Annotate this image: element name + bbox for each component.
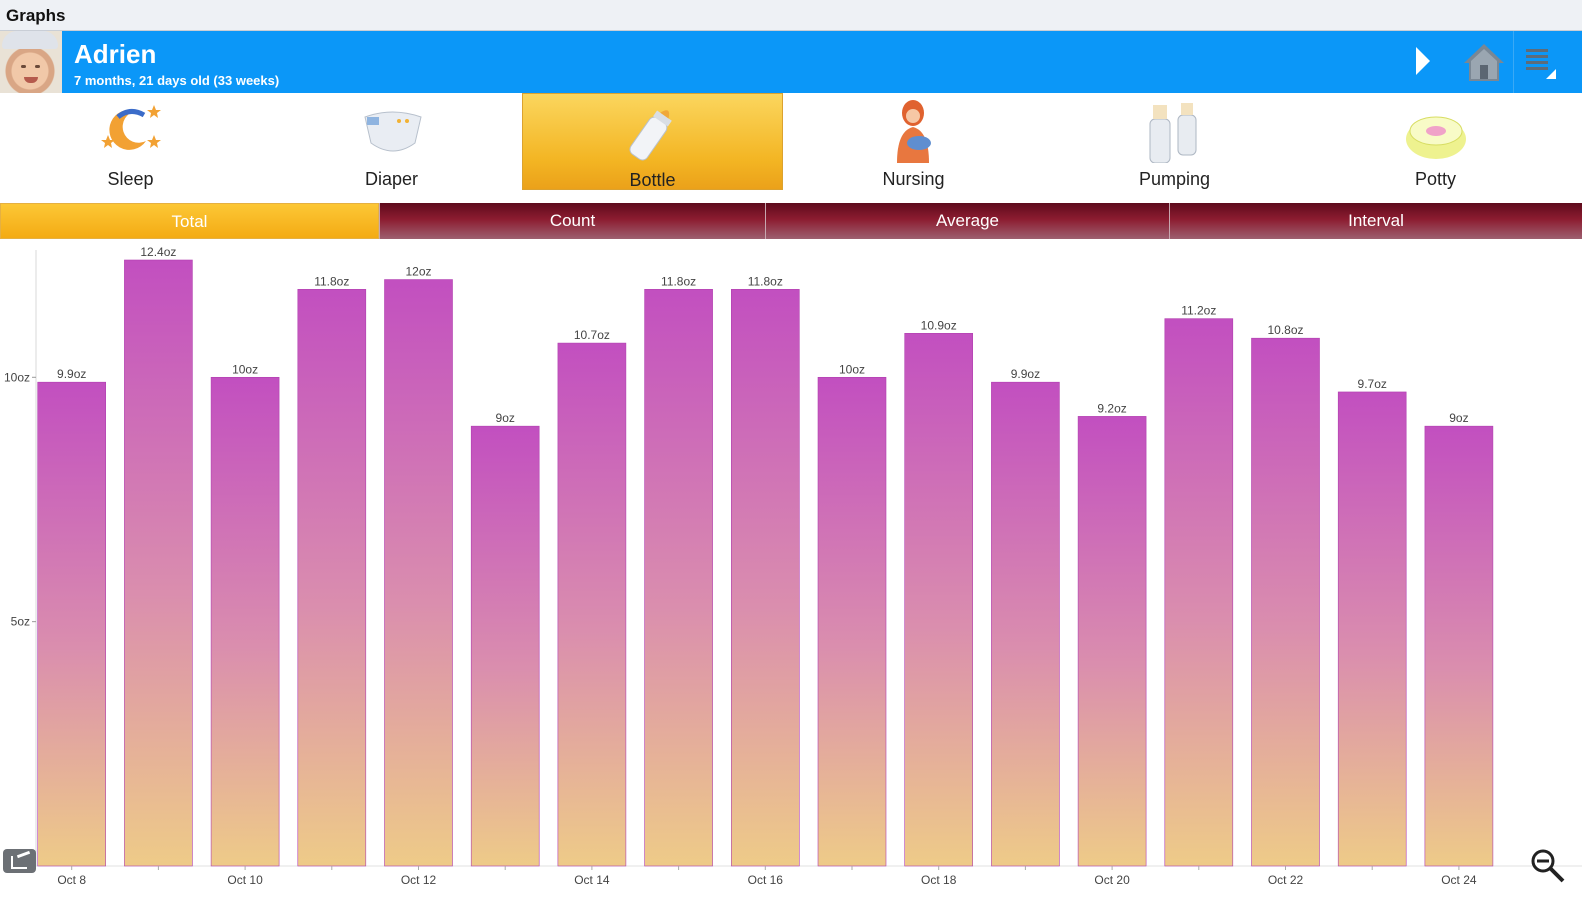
bar-value-label: 10.8oz — [1267, 323, 1303, 337]
bar — [1164, 318, 1234, 867]
bar-value-label: 9.2oz — [1097, 401, 1126, 415]
bar-value-label: 12oz — [405, 265, 431, 279]
bar-value-label: 9.9oz — [57, 367, 86, 381]
potty-icon — [1405, 116, 1466, 159]
bar — [817, 376, 887, 867]
bar-value-label: 10oz — [232, 362, 258, 376]
category-label: Pumping — [1138, 169, 1211, 189]
x-tick-label: Oct 10 — [227, 873, 263, 887]
x-tick-label: Oct 14 — [574, 873, 610, 887]
bar — [124, 259, 193, 867]
category-label: Nursing — [882, 169, 945, 189]
bar — [210, 376, 280, 867]
child-age: 7 months, 21 days old (33 weeks) — [74, 73, 280, 88]
category-bar: Sleep Diaper Bottle Nursing — [0, 93, 1582, 191]
pump-bottles-icon — [1149, 103, 1196, 163]
category-potty[interactable]: Potty — [1305, 93, 1566, 190]
bar — [1251, 337, 1320, 867]
category-sleep[interactable]: Sleep — [0, 93, 261, 190]
bar-value-label: 11.8oz — [661, 274, 696, 288]
bottle-icon — [628, 110, 672, 161]
category-nursing[interactable]: Nursing — [783, 93, 1044, 190]
bottle-total-chart: 10.8oz 9.9oz 12.4oz 10oz 11.8oz 12oz 9oz 10.7oz… — [0, 245, 1582, 887]
bar — [991, 381, 1060, 867]
moon-stars-icon — [100, 105, 161, 150]
bar — [730, 289, 800, 867]
category-label: Potty — [1414, 169, 1457, 189]
bar-value-label: 11.8oz — [314, 274, 349, 288]
title-bar: Graphs — [0, 0, 1582, 31]
category-label: Bottle — [629, 170, 676, 190]
tab-total[interactable]: Total — [0, 203, 379, 239]
bar — [384, 279, 453, 867]
bar-value-label: 9oz — [1449, 411, 1468, 425]
category-bottle[interactable]: Bottle — [522, 93, 783, 190]
bar — [1337, 391, 1407, 867]
bar — [1077, 416, 1147, 867]
x-tick-label: Oct 18 — [921, 873, 957, 887]
x-tick-label: Oct 16 — [748, 873, 784, 887]
diaper-icon — [363, 111, 422, 152]
category-label: Diaper — [364, 169, 419, 189]
bar-value-label: 10.7oz — [574, 328, 610, 342]
menu-button[interactable] — [1513, 31, 1582, 93]
bar — [904, 333, 974, 867]
x-tick-label: Oct 20 — [1094, 873, 1130, 887]
bar — [1424, 425, 1494, 867]
bar-value-label: 11.8oz — [748, 274, 783, 288]
bar-value-label: 11.2oz — [1181, 304, 1216, 318]
category-diaper[interactable]: Diaper — [261, 93, 522, 190]
bar — [644, 289, 713, 867]
home-icon[interactable] — [1462, 41, 1506, 83]
share-icon[interactable] — [3, 849, 36, 873]
category-pumping[interactable]: Pumping — [1044, 93, 1305, 190]
window-title: Graphs — [6, 6, 66, 25]
bar — [0, 338, 19, 866]
tab-interval[interactable]: Interval — [1169, 203, 1582, 239]
bar-value-label: 10.9oz — [921, 318, 957, 332]
bar-value-label: 10oz — [839, 362, 865, 376]
bar — [297, 289, 367, 867]
plot-area: 10.8oz 9.9oz 12.4oz 10oz 11.8oz 12oz 9oz 10.7oz… — [0, 245, 1494, 867]
x-tick-label: Oct 8 — [57, 873, 86, 887]
tab-count[interactable]: Count — [379, 203, 765, 239]
bar-value-label: 9.7oz — [1358, 377, 1387, 391]
x-tick-label: Oct 12 — [401, 873, 437, 887]
tab-average[interactable]: Average — [765, 203, 1169, 239]
chevron-right-icon[interactable] — [1416, 47, 1430, 75]
x-tick-label: Oct 22 — [1268, 873, 1304, 887]
bar-value-label: 10.8oz — [0, 323, 3, 337]
zoom-out-icon[interactable] — [1530, 848, 1566, 884]
menu-icon — [1546, 69, 1556, 79]
bar-value-label: 12.4oz — [140, 245, 176, 259]
bar-value-label: 9oz — [496, 411, 515, 425]
bar — [557, 342, 627, 867]
avatar[interactable] — [0, 31, 62, 93]
y-tick-label: 5oz — [11, 615, 30, 629]
bar — [37, 381, 107, 867]
x-tick-label: Oct 24 — [1441, 873, 1477, 887]
nursing-mother-icon — [896, 100, 931, 163]
category-label: Sleep — [107, 169, 154, 189]
profile-header: Adrien 7 months, 21 days old (33 weeks) — [0, 31, 1582, 93]
bar — [470, 425, 540, 867]
child-name[interactable]: Adrien — [74, 39, 157, 69]
metric-tabs: Total Count Average Interval — [0, 203, 1582, 239]
bar-value-label: 9.9oz — [1011, 367, 1040, 381]
y-tick-label: 10oz — [4, 370, 30, 384]
